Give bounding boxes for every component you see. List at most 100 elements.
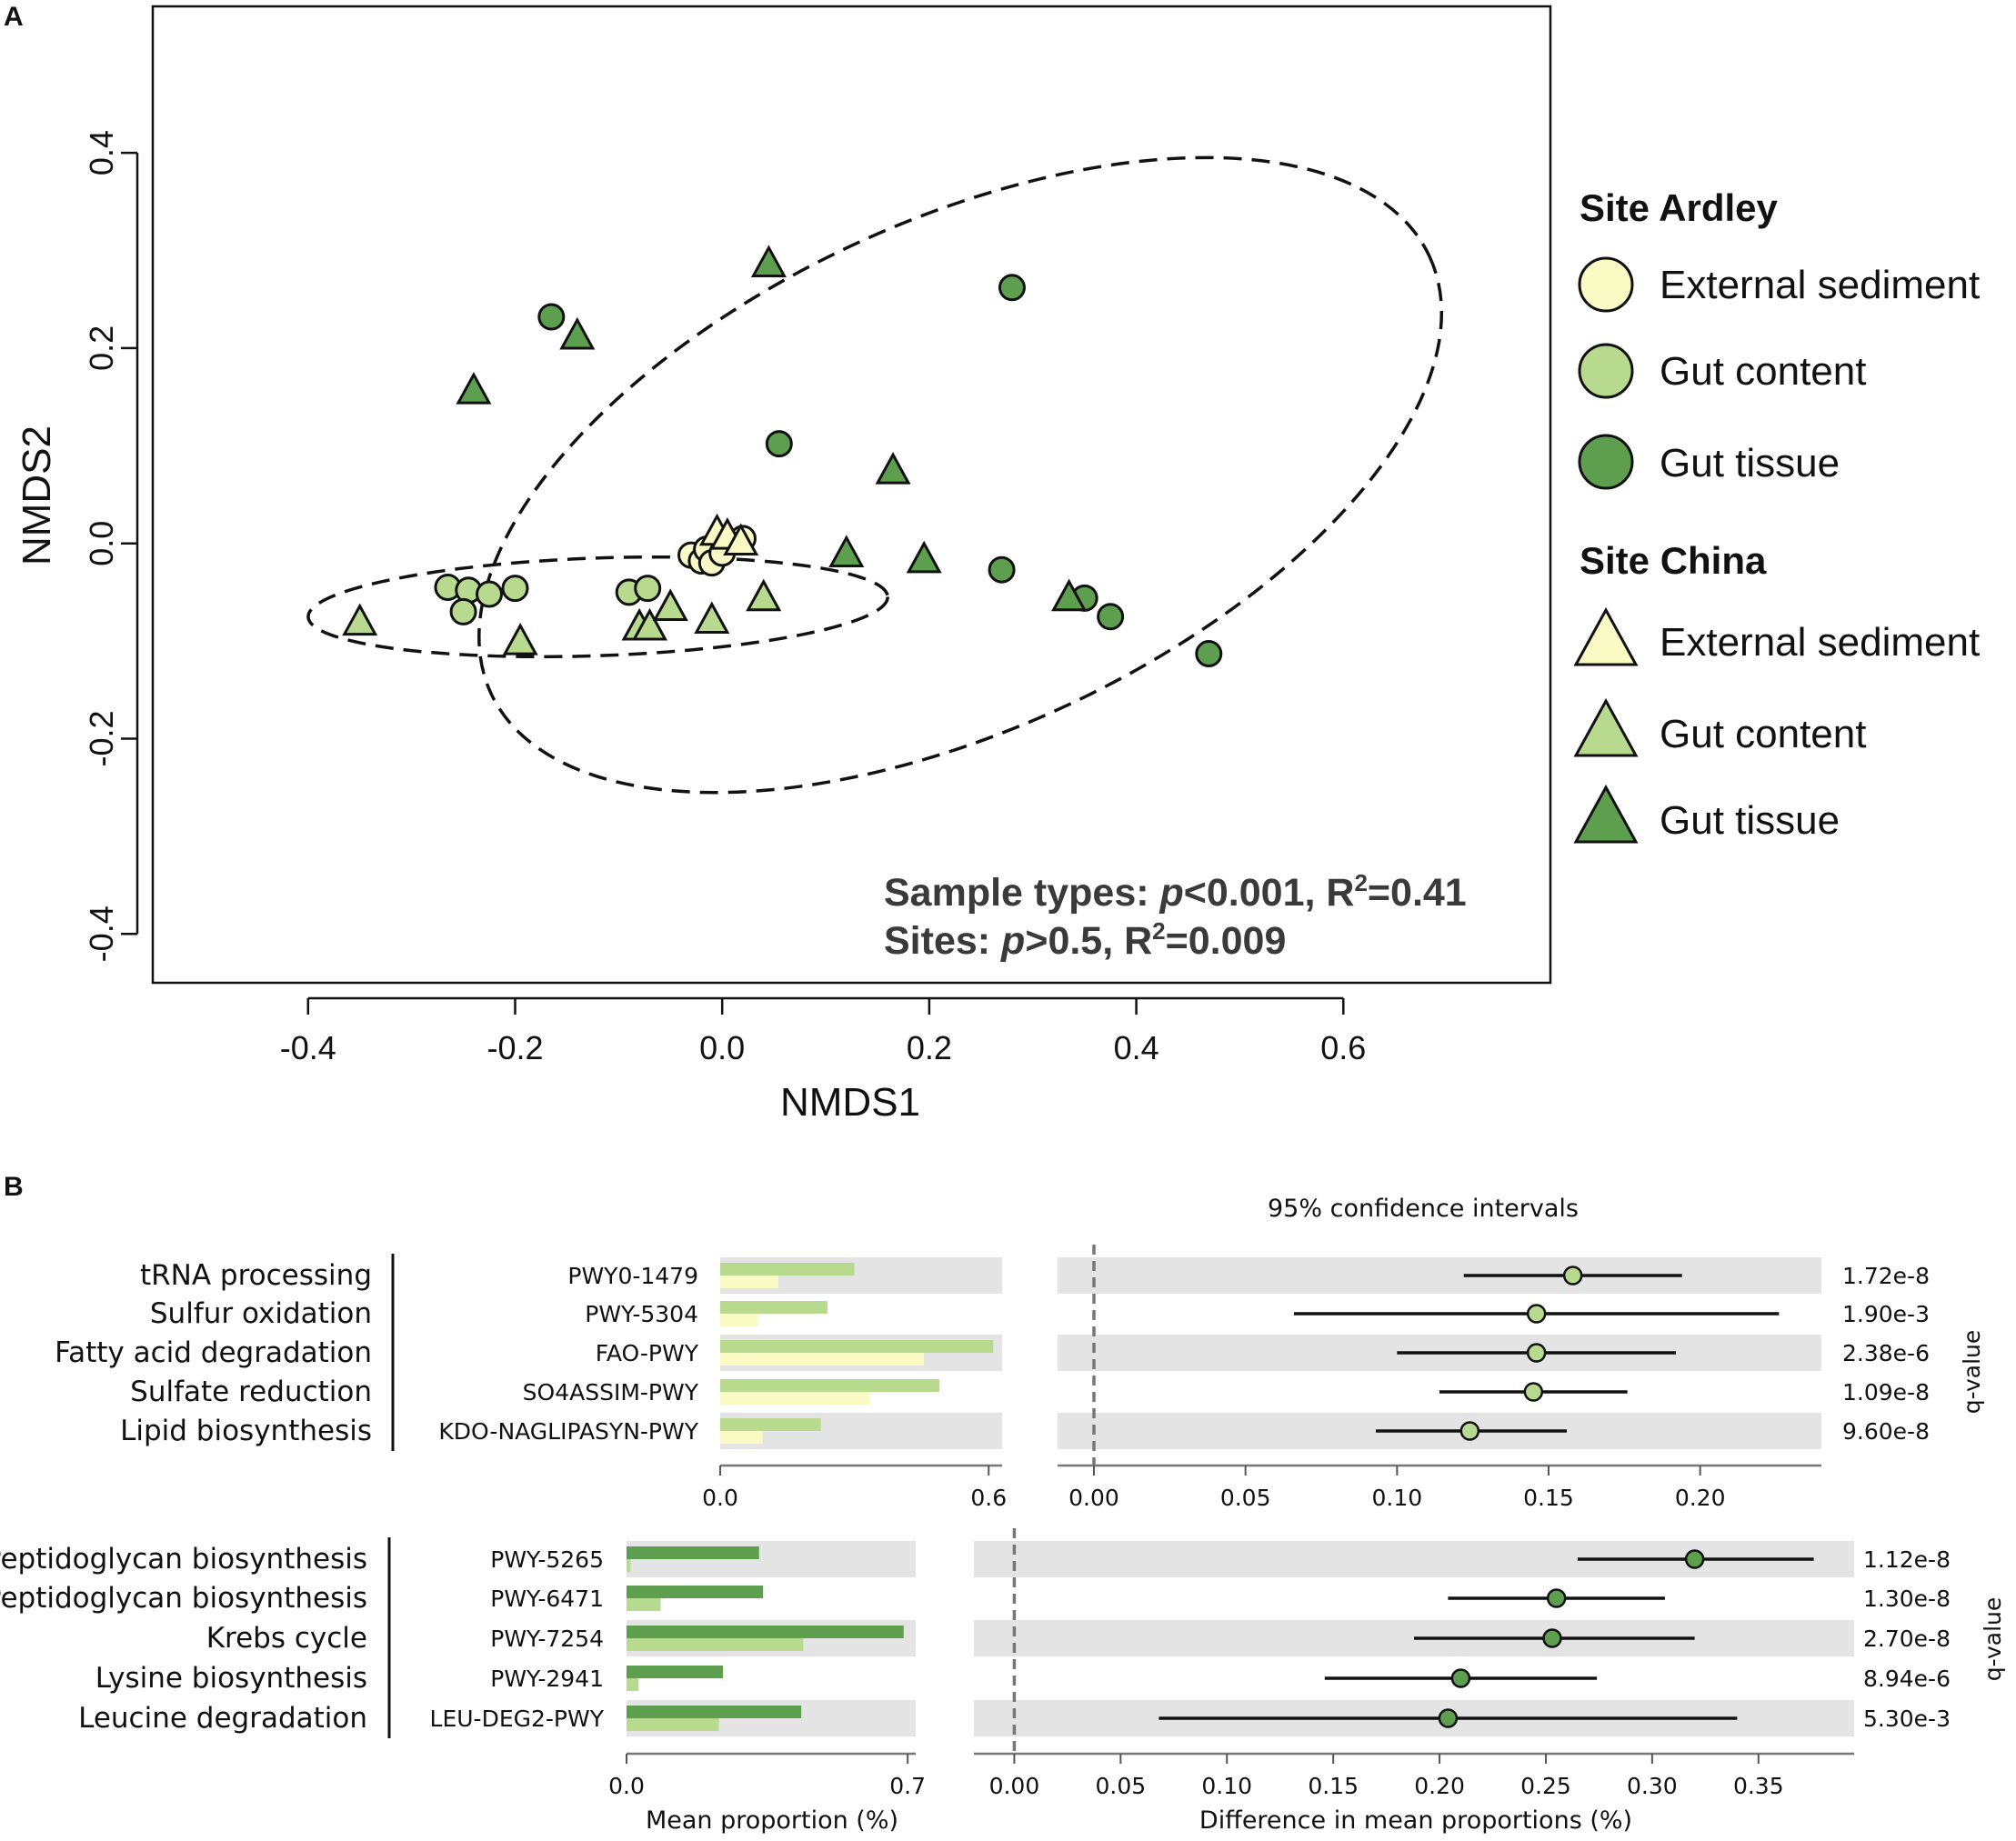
x-tick-label: 0.6 xyxy=(1320,1029,1366,1066)
bar-primary-pwy-2941 xyxy=(627,1666,723,1678)
diff-tick-label: 0.20 xyxy=(1675,1485,1726,1511)
legend: Site Ardley External sediment Gut conten… xyxy=(1573,186,1980,844)
x-tick-label: -0.4 xyxy=(280,1029,336,1066)
legend-ardley-external-sediment-marker xyxy=(1578,256,1634,313)
q-value: 8.94e-6 xyxy=(1863,1666,1951,1692)
bar-primary-pwy-6471 xyxy=(627,1586,764,1598)
x-tick-label: -0.2 xyxy=(486,1029,543,1066)
china-gut-content-point xyxy=(342,603,378,636)
q-value: 5.30e-3 xyxy=(1863,1706,1951,1732)
x-tick-label: 0.4 xyxy=(1114,1029,1159,1066)
pathway-label: KDO-NAGLIPASYN-PWY xyxy=(438,1418,698,1445)
function-label: Krebs cycle xyxy=(206,1622,367,1655)
diff-point-pwy-5304 xyxy=(1526,1304,1547,1324)
pathway-label: FAO-PWY xyxy=(596,1340,699,1366)
panel-a-scatter: -0.4 -0.2 0.0 0.2 0.4 0.6 -0.4 -0.2 0.0 0.2 0.4 N… xyxy=(15,5,1552,1125)
function-label: Peptidoglycan biosynthesis xyxy=(0,1582,367,1615)
china-external-sediment-point xyxy=(723,523,759,556)
diff-axis-title: Difference in mean proportions (%) xyxy=(1199,1806,1632,1835)
legend-ardley-gut-tissue-label: Gut tissue xyxy=(1660,441,1840,485)
bar-primary-pwy-7254 xyxy=(627,1626,904,1638)
y-axis-title: NMDS2 xyxy=(15,425,59,565)
plot-frame xyxy=(151,5,1552,985)
x-tick-label: 0.2 xyxy=(907,1029,952,1066)
legend-china-gut-content-label: Gut content xyxy=(1660,712,1866,756)
legend-china-gut-tissue-label: Gut tissue xyxy=(1660,798,1840,843)
china-gut-tissue-point xyxy=(906,540,942,574)
panel-b-extended-error-bar: tRNA processing PWY0-1479 1.72e-8 Sulfur ox… xyxy=(0,1245,2006,1799)
y-tick-label: -0.2 xyxy=(83,710,120,766)
china-gut-tissue-point xyxy=(875,452,911,485)
diff-point-pwy-6471 xyxy=(1546,1588,1567,1608)
china-gut-content-point xyxy=(502,622,538,655)
bar-primary-pwy-5304 xyxy=(720,1301,828,1314)
bar-tick-label: 0.6 xyxy=(970,1485,1007,1511)
china-gut-content-point xyxy=(652,588,688,622)
confidence-ellipses xyxy=(306,155,1444,795)
bar-secondary-fao-pwy xyxy=(720,1353,924,1366)
function-label: Leucine degradation xyxy=(78,1702,367,1735)
diff-tick-label: 0.10 xyxy=(1371,1485,1422,1511)
ardley-gut-content-point xyxy=(476,580,504,608)
diff-tick-label: 0.00 xyxy=(989,1773,1040,1799)
diff-point-so4assim-pwy xyxy=(1523,1382,1544,1402)
ardley-gut-tissue-point xyxy=(1195,640,1223,668)
legend-ardley-gut-tissue-marker xyxy=(1578,434,1634,490)
bar-primary-kdo-naglipasyn-pwy xyxy=(720,1418,821,1431)
diff-point-kdo-naglipasyn-pwy xyxy=(1459,1421,1480,1441)
diff-row-shade xyxy=(1058,1257,1821,1294)
y-axis: -0.4 -0.2 0.0 0.2 0.4 xyxy=(83,130,139,962)
china-gut-content-point xyxy=(631,607,668,641)
diff-tick-label: 0.15 xyxy=(1523,1485,1574,1511)
pathway-label: PWY0-1479 xyxy=(567,1263,698,1289)
panel-b-group-2: Peptidoglycan biosynthesis PWY-5265 1.12e-… xyxy=(0,1528,2006,1799)
china-gut-content-point xyxy=(746,578,782,612)
bar-tick-label: 0.7 xyxy=(889,1773,926,1799)
legend-heading-china: Site China xyxy=(1580,539,1767,582)
q-value: 2.70e-8 xyxy=(1863,1626,1951,1652)
function-label: Sulfur oxidation xyxy=(150,1297,372,1330)
bar-axis-title: Mean proportion (%) xyxy=(646,1806,898,1835)
bar-primary-leu-deg2-pwy xyxy=(627,1706,802,1718)
diff-tick-label: 0.05 xyxy=(1220,1485,1271,1511)
diff-tick-label: 0.35 xyxy=(1733,1773,1784,1799)
china-gut-tissue-point xyxy=(456,371,492,405)
diff-point-pwy-7254 xyxy=(1542,1628,1562,1648)
diff-tick-label: 0.25 xyxy=(1520,1773,1571,1799)
bar-tick-label: 0.0 xyxy=(702,1485,738,1511)
legend-heading-ardley: Site Ardley xyxy=(1580,186,1778,229)
bar-secondary-leu-deg2-pwy xyxy=(627,1718,719,1731)
china-gut-tissue-point xyxy=(828,535,865,567)
diff-point-pwy-5265 xyxy=(1684,1549,1705,1569)
q-value: 2.38e-6 xyxy=(1842,1340,1930,1366)
legend-ardley-gut-content-marker xyxy=(1578,343,1634,399)
bar-primary-fao-pwy xyxy=(720,1340,994,1353)
function-label: Lipid biosynthesis xyxy=(120,1415,372,1447)
ardley-gut-tissue-point xyxy=(537,303,566,331)
q-value: 1.12e-8 xyxy=(1863,1546,1951,1573)
pathway-label: PWY-5265 xyxy=(490,1546,604,1573)
bar-secondary-pwy-2941 xyxy=(627,1678,639,1691)
ardley-gut-content-point xyxy=(449,597,477,625)
legend-ardley-external-sediment-label: External sediment xyxy=(1660,263,1980,307)
function-label: Lysine biosynthesis xyxy=(95,1662,367,1695)
bar-primary-pwy-5265 xyxy=(627,1546,759,1559)
q-value-axis-label: q-value xyxy=(1959,1330,1985,1415)
pathway-label: LEU-DEG2-PWY xyxy=(430,1706,605,1732)
legend-china-gut-content-marker xyxy=(1573,697,1639,757)
bar-primary-so4assim-pwy xyxy=(720,1379,940,1392)
function-label: tRNA processing xyxy=(140,1259,372,1292)
bar-secondary-pwy-5265 xyxy=(627,1559,631,1572)
stat-sites: Sites: p>0.5, R2=0.009 xyxy=(884,917,1286,963)
y-tick-label: 0.4 xyxy=(83,130,120,175)
panel-a-letter: A xyxy=(4,2,24,32)
diff-tick-label: 0.00 xyxy=(1068,1485,1119,1511)
q-value-axis-label: q-value xyxy=(1980,1597,2006,1682)
diff-point-pwy0-1479 xyxy=(1562,1266,1583,1286)
bar-secondary-so4assim-pwy xyxy=(720,1392,870,1405)
pathway-label: PWY-6471 xyxy=(490,1586,604,1612)
ardley-gut-content-point xyxy=(634,575,662,603)
function-label: Sulfate reduction xyxy=(130,1376,372,1408)
stat-sample-types: Sample types: p<0.001, R2=0.41 xyxy=(884,869,1467,915)
